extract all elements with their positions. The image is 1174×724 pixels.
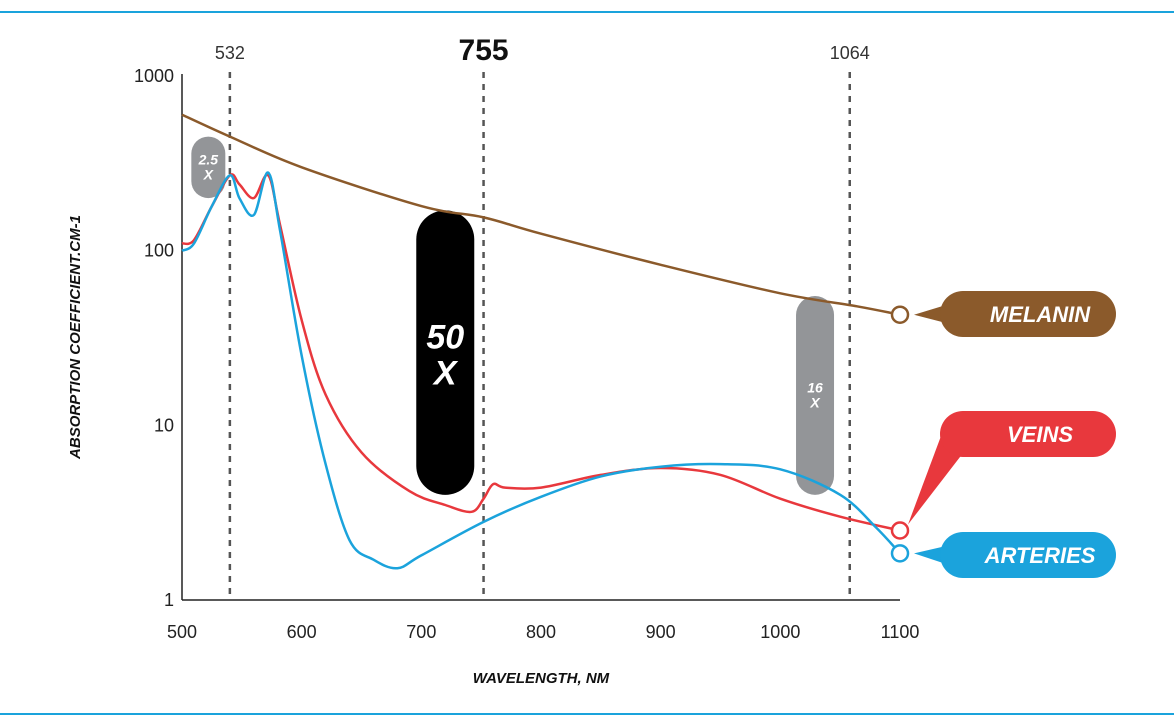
x-tick-label: 500 — [167, 622, 197, 642]
legend-pointer-melanin — [914, 305, 946, 323]
ratio-badge — [416, 210, 475, 495]
marker-label: 755 — [459, 34, 509, 67]
ratio-badge-value: 2.5 — [198, 151, 219, 167]
ratio-badge-unit: X — [203, 166, 215, 182]
legend-label-veins: VEINS — [1007, 422, 1073, 447]
x-tick-label: 600 — [287, 622, 317, 642]
series-end-marker-melanin — [890, 305, 910, 324]
ratio-badge-unit: X — [432, 355, 459, 393]
top-border — [0, 11, 1174, 13]
ratio-badge-value: 16 — [807, 379, 823, 395]
wavelength-markers: 532 755 1064 — [215, 34, 870, 600]
legend-pointer-arteries — [914, 546, 946, 564]
legend-label-arteries: ARTERIES — [984, 543, 1096, 568]
ratio-badge — [191, 136, 226, 199]
legend-pill-melanin — [940, 291, 1116, 337]
series-line-arteries — [181, 171, 901, 570]
legend-label-melanin: MELANIN — [990, 302, 1091, 327]
bottom-border — [0, 713, 1174, 715]
ratio-badge-value: 50 — [426, 319, 464, 357]
series-line-veins — [181, 173, 901, 532]
x-axis-title: WAVELENGTH, NM — [473, 670, 610, 687]
legend-pill-arteries — [940, 532, 1116, 578]
x-tick-label: 900 — [646, 622, 676, 642]
legend: MELANIN VEINS ARTERIES — [908, 291, 1116, 578]
series-end-marker-veins — [890, 521, 910, 540]
legend-pill-veins — [940, 411, 1116, 457]
x-tick-label: 700 — [406, 622, 436, 642]
y-tick-label: 10 — [154, 415, 174, 435]
y-axis-title: ABSORPTION COEFFICIENT.CM-1 — [67, 215, 84, 460]
x-tick-label: 1100 — [881, 622, 920, 642]
x-tick-label: 1000 — [760, 622, 800, 642]
y-tick-label: 100 — [144, 241, 174, 261]
marker-label: 1064 — [830, 43, 870, 63]
series-line-melanin — [181, 113, 901, 316]
series-lines — [181, 113, 910, 570]
y-tick-label: 1000 — [134, 66, 174, 86]
marker-label: 532 — [215, 43, 245, 63]
x-tick-label: 800 — [526, 622, 556, 642]
ratio-badge-unit: X — [809, 394, 821, 410]
ratio-badge — [796, 296, 835, 495]
series-end-marker-arteries — [890, 544, 910, 563]
chart-axes: 500 600 700 800 900 1000 1100 1 10 100 1000 — [134, 66, 919, 642]
y-tick-label: 1 — [164, 590, 174, 610]
